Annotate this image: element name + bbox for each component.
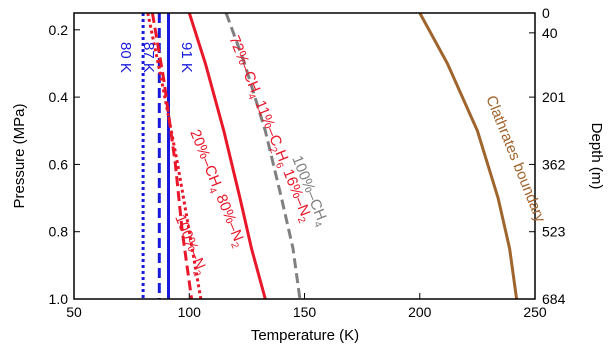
label-100pct-n2: 100%–N2 — [169, 212, 211, 278]
label-80k: 80 K — [117, 42, 134, 73]
y-tick-label: 0.8 — [49, 224, 69, 240]
x-axis-ticks: 50 100 150 200 250 — [66, 293, 547, 320]
series-line-6 — [224, 12, 302, 300]
y-tick-label: 0.4 — [49, 89, 69, 105]
right-axis-ticks: 0 40 201 362 523 684 — [529, 5, 566, 307]
x-tick-label: 200 — [408, 304, 432, 320]
x-tick-label: 50 — [66, 304, 82, 320]
x-tick-label: 150 — [293, 304, 317, 320]
label-clathrates-boundary: Clathrates boundary — [482, 93, 549, 225]
y-tick-label: 0.2 — [49, 22, 69, 38]
y-axis-ticks: 0.2 0.4 0.6 0.8 1.0 — [49, 22, 80, 307]
right-tick-label: 362 — [542, 156, 566, 172]
right-axis-title: Depth (m) — [588, 123, 605, 190]
x-axis-title: Temperature (K) — [251, 327, 359, 344]
label-72pct-ch4-mixture: 72%–CH4 11%–C2H6 16%–N2 — [223, 33, 316, 225]
series-line-4 — [150, 12, 194, 300]
series-layer — [141, 12, 519, 300]
y-tick-label: 0.6 — [49, 156, 69, 172]
series-line-7 — [418, 12, 519, 300]
y-axis-title: Pressure (MPa) — [11, 103, 28, 208]
x-tick-label: 250 — [523, 304, 547, 320]
right-tick-label: 201 — [542, 89, 566, 105]
right-tick-label: 40 — [542, 25, 558, 41]
right-tick-label: 0 — [542, 5, 550, 21]
x-tick-label: 100 — [178, 304, 202, 320]
y-tick-label: 1.0 — [49, 291, 69, 307]
right-tick-label: 523 — [542, 224, 566, 240]
label-91k: 91 K — [178, 42, 195, 73]
series-line-5 — [187, 12, 267, 300]
label-87k: 87 K — [140, 42, 157, 73]
right-tick-label: 684 — [542, 291, 566, 307]
